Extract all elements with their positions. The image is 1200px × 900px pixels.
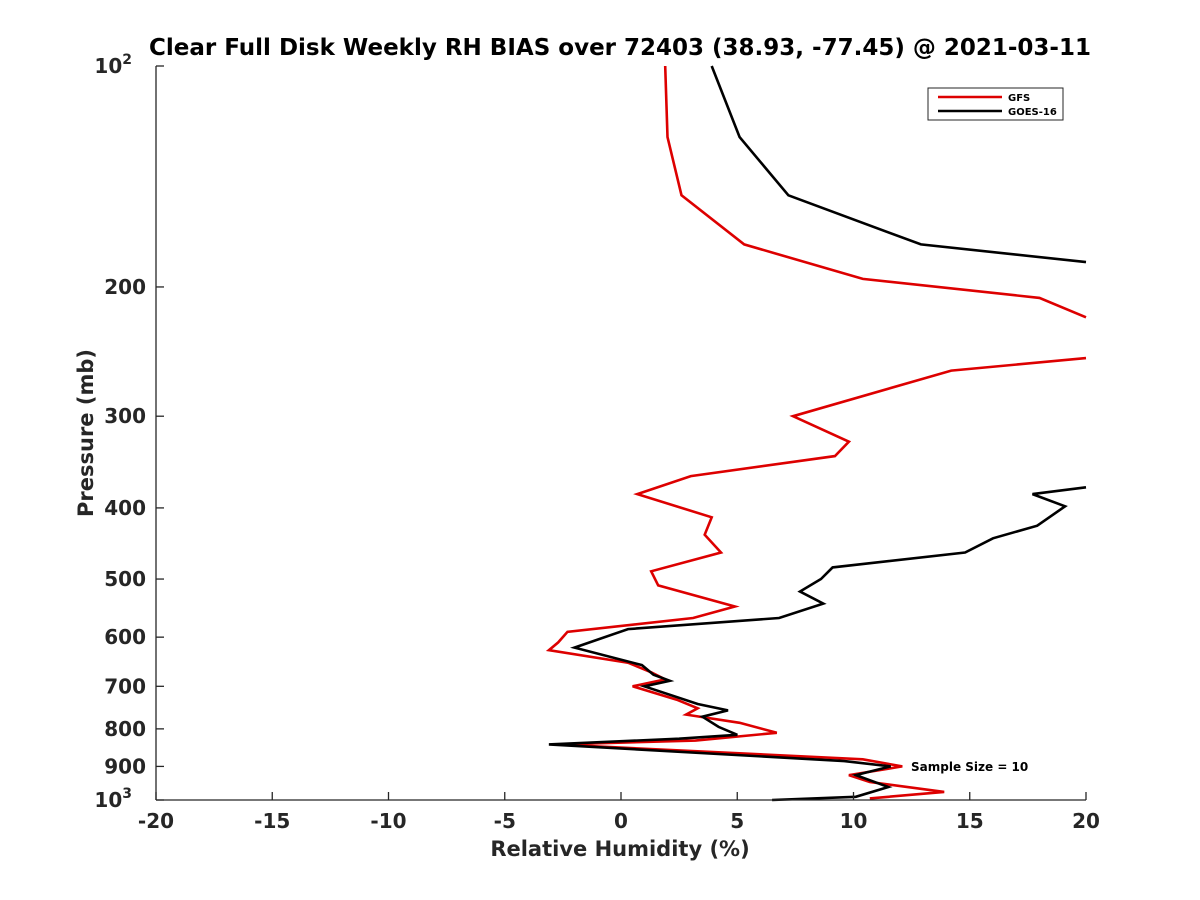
x-tick-label: 15 bbox=[956, 809, 984, 833]
y-tick-label: 300 bbox=[104, 404, 146, 428]
legend-label-goes16: GOES-16 bbox=[1008, 107, 1057, 118]
x-tick-label: -5 bbox=[494, 809, 516, 833]
x-tick-label: 5 bbox=[730, 809, 744, 833]
legend-box bbox=[927, 87, 1064, 121]
y-tick-label: 700 bbox=[104, 674, 146, 698]
y-tick-exponent: 3 bbox=[122, 786, 132, 802]
sample-size-annotation: Sample Size = 10 bbox=[911, 760, 1028, 774]
x-tick-label: 0 bbox=[614, 809, 628, 833]
y-tick-label: 500 bbox=[104, 567, 146, 591]
series-line-gfs bbox=[545, 65, 1087, 800]
x-tick-label: -15 bbox=[254, 809, 290, 833]
y-tick-exponent: 2 bbox=[122, 52, 132, 68]
x-tick-label: -10 bbox=[370, 809, 406, 833]
x-axis-label: Relative Humidity (%) bbox=[490, 837, 749, 861]
x-ticks: -20 -15 -10 -5 0 5 10 15 20 bbox=[138, 792, 1100, 833]
legend: GFS GOES-16 bbox=[927, 87, 1064, 121]
x-tick-label: 10 bbox=[840, 809, 868, 833]
y-axis-label: Pressure (mb) bbox=[74, 349, 98, 517]
x-tick-label: 20 bbox=[1072, 809, 1100, 833]
y-tick-label: 400 bbox=[104, 496, 146, 520]
y-tick-label: 200 bbox=[104, 275, 146, 299]
y-tick-label: 900 bbox=[104, 754, 146, 778]
legend-label-gfs: GFS bbox=[1008, 93, 1030, 104]
y-tick-label: 800 bbox=[104, 717, 146, 741]
series-layer bbox=[545, 65, 1087, 802]
y-tick-label: 600 bbox=[104, 625, 146, 649]
x-tick-label: -20 bbox=[138, 809, 174, 833]
plot-area bbox=[156, 66, 1086, 800]
series-line-goes-16 bbox=[548, 65, 1087, 802]
chart-title: Clear Full Disk Weekly RH BIAS over 7240… bbox=[149, 35, 1091, 61]
